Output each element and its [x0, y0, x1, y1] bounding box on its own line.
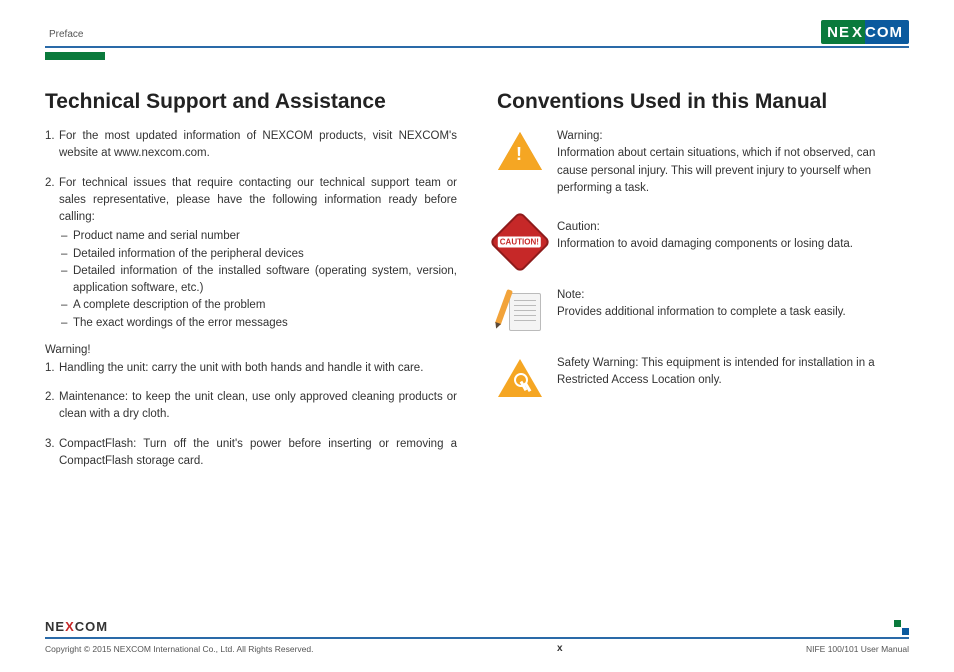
page-number: x	[557, 643, 563, 654]
left-column: Technical Support and Assistance For the…	[45, 90, 457, 482]
tech-support-list: For the most updated information of NEXC…	[45, 128, 457, 332]
logo-left: NE	[827, 24, 850, 41]
convention-title: Note:	[557, 289, 585, 301]
convention-title: Caution:	[557, 221, 600, 233]
warning-icon	[497, 128, 543, 174]
warning-list: Handling the unit: carry the unit with b…	[45, 360, 457, 470]
convention-row-caution: CAUTION! Caution: Information to avoid d…	[497, 219, 909, 265]
sublist-item: A complete description of the problem	[59, 297, 457, 314]
page-header: Preface NEXCOM	[45, 20, 909, 48]
logo-left: NE	[45, 619, 65, 634]
note-icon	[497, 287, 543, 333]
convention-row-safety: Safety Warning: This equipment is intend…	[497, 355, 909, 401]
convention-body: Safety Warning: This equipment is intend…	[557, 357, 875, 386]
list-item: Handling the unit: carry the unit with b…	[45, 360, 457, 377]
page-footer: NEXCOM Copyright © 2015 NEXCOM Internati…	[45, 617, 909, 654]
convention-body: Information to avoid damaging components…	[557, 238, 853, 250]
sublist-item: Detailed information of the installed so…	[59, 263, 457, 298]
nexcom-logo-bottom: NEXCOM	[45, 617, 108, 635]
copyright-text: Copyright © 2015 NEXCOM International Co…	[45, 644, 313, 654]
accent-bar	[45, 52, 105, 60]
list-item: For the most updated information of NEXC…	[45, 128, 457, 163]
convention-text: Safety Warning: This equipment is intend…	[557, 355, 909, 390]
nexcom-logo-top: NEXCOM	[821, 20, 909, 44]
tech-support-heading: Technical Support and Assistance	[45, 90, 457, 114]
warning-label: Warning!	[45, 344, 457, 356]
list-item: Maintenance: to keep the unit clean, use…	[45, 389, 457, 424]
list-item: For technical issues that require contac…	[45, 175, 457, 332]
convention-title: Warning:	[557, 130, 603, 142]
convention-text: Warning: Information about certain situa…	[557, 128, 909, 197]
section-label: Preface	[45, 29, 83, 44]
logo-x: X	[65, 619, 75, 634]
sublist-item: The exact wordings of the error messages	[59, 315, 457, 332]
list-item: CompactFlash: Turn off the unit's power …	[45, 436, 457, 471]
doc-title: NIFE 100/101 User Manual	[806, 644, 909, 654]
list-text: For the most updated information of NEXC…	[59, 130, 457, 159]
convention-text: Note: Provides additional information to…	[557, 287, 909, 322]
logo-right: COM	[75, 619, 108, 634]
sublist-item: Product name and serial number	[59, 228, 457, 245]
convention-row-warning: Warning: Information about certain situa…	[497, 128, 909, 197]
right-column: Conventions Used in this Manual Warning:…	[497, 90, 909, 482]
list-text: For technical issues that require contac…	[59, 177, 457, 224]
logo-x: X	[850, 24, 865, 41]
footer-squares-icon	[894, 620, 909, 635]
sublist-item: Detailed information of the peripheral d…	[59, 246, 457, 263]
convention-text: Caution: Information to avoid damaging c…	[557, 219, 909, 254]
caution-icon: CAUTION!	[497, 219, 543, 265]
logo-right: COM	[865, 24, 903, 41]
conventions-heading: Conventions Used in this Manual	[497, 90, 909, 114]
convention-body: Information about certain situations, wh…	[557, 147, 875, 194]
convention-body: Provides additional information to compl…	[557, 306, 846, 318]
safety-key-icon	[497, 355, 543, 401]
convention-row-note: Note: Provides additional information to…	[497, 287, 909, 333]
sublist: Product name and serial number Detailed …	[59, 228, 457, 332]
